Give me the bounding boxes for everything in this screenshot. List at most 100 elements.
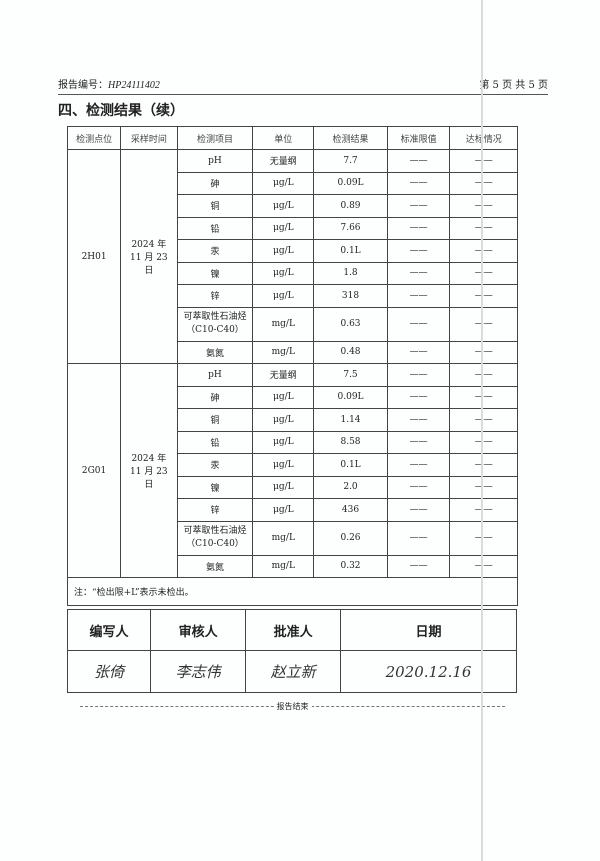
limit-cell: ——: [386, 261, 451, 285]
item-cell: pH: [176, 149, 254, 173]
unit-cell: μg/L: [252, 284, 315, 308]
item-cell: 铜: [176, 194, 254, 218]
page-header: 报告编号：HP24111402 第 5 页 共 5 页: [58, 76, 548, 95]
limit-cell: ——: [386, 239, 451, 263]
compliance-cell: ——: [449, 453, 518, 477]
unit-cell: μg/L: [252, 216, 315, 240]
limit-cell: ——: [386, 554, 451, 578]
unit-cell: 无量纲: [252, 363, 315, 387]
unit-cell: μg/L: [252, 453, 315, 477]
signature-header: 日期: [340, 609, 517, 651]
unit-cell: μg/L: [252, 475, 315, 499]
limit-cell: ——: [386, 306, 451, 342]
limit-cell: ——: [386, 149, 451, 173]
compliance-cell: ——: [449, 306, 518, 342]
unit-cell: μg/L: [252, 194, 315, 218]
table-row: 2H01 2024 年 11 月 23 日 pH 无量纲 7.7 —— ——: [66, 149, 518, 364]
unit-cell: μg/L: [252, 239, 315, 263]
section-title: 四、检测结果（续）: [58, 103, 184, 119]
results-table: 检测点位 采样时间 检测项目 单位 检测结果 标准限值 达标情况 2H01 2024 年 11 …: [66, 126, 518, 606]
item-cell: 汞: [176, 453, 254, 477]
column-header: 检测结果: [313, 126, 388, 150]
unit-cell: mg/L: [252, 520, 315, 556]
item-cell: pH: [176, 363, 254, 387]
unit-cell: mg/L: [252, 306, 315, 342]
compliance-cell: ——: [449, 216, 518, 240]
limit-cell: ——: [386, 171, 451, 195]
signature-header: 审核人: [150, 609, 247, 651]
unit-cell: μg/L: [252, 171, 315, 195]
result-cell: 2.0: [313, 475, 388, 499]
column-header: 检测项目: [176, 126, 254, 150]
limit-cell: ——: [386, 340, 451, 364]
item-cell: 氨氮: [176, 554, 254, 578]
sample-time-cell: 2024 年 11 月 23 日: [120, 363, 178, 578]
signature-table: 编写人 审核人 批准人 日期 张倚 李志伟 赵立新 2020.12.16: [66, 609, 517, 693]
result-cell: 0.09L: [313, 385, 388, 409]
result-cell: 0.1L: [313, 453, 388, 477]
compliance-cell: ——: [449, 194, 518, 218]
result-cell: 7.7: [313, 149, 388, 173]
limit-cell: ——: [386, 408, 451, 432]
table-row: 2G01 2024 年 11 月 23 日 pH 无量纲 7.5 —— ——: [66, 363, 518, 578]
item-cell: 锌: [176, 498, 254, 522]
item-cell: 砷: [176, 385, 254, 409]
unit-cell: μg/L: [252, 430, 315, 454]
table-row: 铜 μg/L 0.89 —— ——: [68, 194, 518, 218]
report-no: HP24111402: [108, 80, 160, 91]
table-row: 铜 μg/L 1.14 —— ——: [68, 408, 518, 432]
limit-cell: ——: [386, 453, 451, 477]
compliance-cell: ——: [449, 340, 518, 364]
handwritten-signature: 李志伟: [150, 650, 247, 693]
unit-cell: 无量纲: [252, 149, 315, 173]
result-cell: 7.5: [313, 363, 388, 387]
result-cell: 0.26: [313, 520, 388, 556]
limit-cell: ——: [386, 284, 451, 308]
item-cell: 砷: [176, 171, 254, 195]
compliance-cell: ——: [449, 475, 518, 499]
result-cell: 1.8: [313, 261, 388, 285]
table-row: 氨氮 mg/L 0.32 —— ——: [68, 554, 518, 578]
compliance-cell: ——: [449, 385, 518, 409]
result-cell: 1.14: [313, 408, 388, 432]
limit-cell: ——: [386, 475, 451, 499]
report-no-label: 报告编号：: [58, 80, 108, 91]
table-row: 可萃取性石油烃（C10-C40） mg/L 0.63 —— ——: [68, 306, 518, 342]
note-row: 注：“检出限+L”表示未检出。: [67, 577, 518, 606]
limit-cell: ——: [386, 363, 451, 387]
note-text: 注：“检出限+L”表示未检出。: [67, 577, 518, 606]
column-header: 采样时间: [120, 126, 178, 150]
item-cell: 镍: [176, 475, 254, 499]
compliance-cell: ——: [449, 284, 518, 308]
compliance-cell: ——: [449, 498, 518, 522]
unit-cell: μg/L: [252, 408, 315, 432]
table-row: 镍 μg/L 2.0 —— ——: [68, 475, 518, 499]
site-cell: 2H01: [66, 149, 122, 364]
limit-cell: ——: [386, 194, 451, 218]
limit-cell: ——: [386, 520, 451, 556]
unit-cell: mg/L: [252, 340, 315, 364]
result-cell: 0.48: [313, 340, 388, 364]
unit-cell: μg/L: [252, 498, 315, 522]
unit-cell: mg/L: [252, 554, 315, 578]
compliance-cell: ——: [449, 408, 518, 432]
compliance-cell: ——: [449, 239, 518, 263]
limit-cell: ——: [386, 498, 451, 522]
scan-line: [481, 0, 483, 861]
item-cell: 氨氮: [176, 340, 254, 364]
item-cell: 铜: [176, 408, 254, 432]
result-cell: 8.58: [313, 430, 388, 454]
compliance-cell: ——: [449, 171, 518, 195]
limit-cell: ——: [386, 216, 451, 240]
limit-cell: ——: [386, 385, 451, 409]
item-cell: 锌: [176, 284, 254, 308]
result-cell: 0.09L: [313, 171, 388, 195]
compliance-cell: ——: [449, 520, 518, 556]
table-row: 砷 μg/L 0.09L —— ——: [68, 171, 518, 195]
column-header: 标准限值: [386, 126, 451, 150]
compliance-cell: ——: [449, 261, 518, 285]
item-cell: 镍: [176, 261, 254, 285]
signed-date: 2020.12.16: [340, 650, 517, 693]
result-cell: 0.63: [313, 306, 388, 342]
